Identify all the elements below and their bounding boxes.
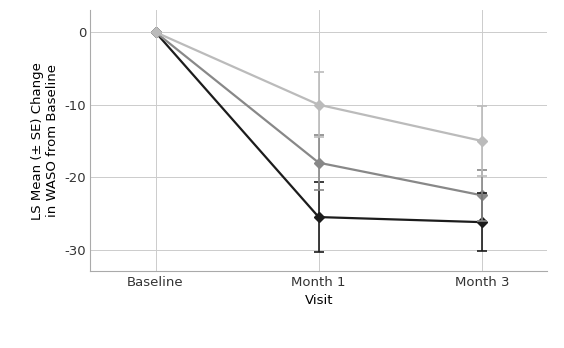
Y-axis label: LS Mean (± SE) Change
in WASO from Baseline: LS Mean (± SE) Change in WASO from Basel… <box>31 62 59 220</box>
X-axis label: Visit: Visit <box>305 294 333 307</box>
